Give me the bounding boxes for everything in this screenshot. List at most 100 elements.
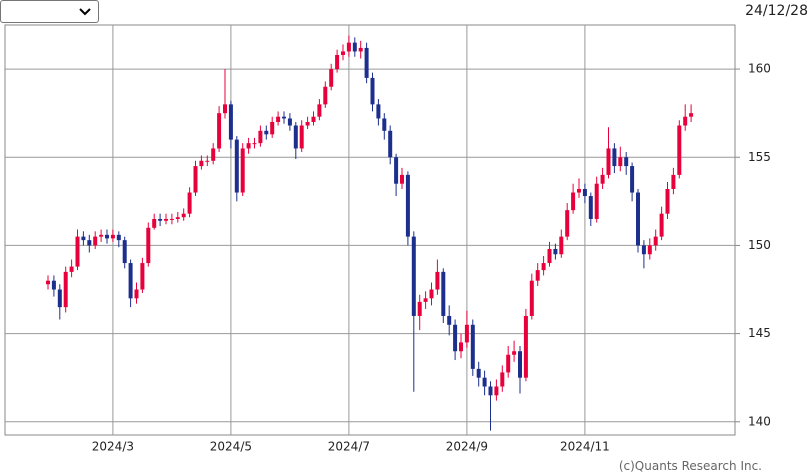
candle-body — [134, 289, 139, 299]
candle-body — [341, 51, 345, 55]
candle-body — [423, 298, 428, 302]
x-tick-label: 2024/5 — [210, 440, 252, 454]
candle-body — [470, 324, 475, 369]
candle-body — [647, 245, 652, 255]
candle-body — [335, 54, 340, 70]
candle-body — [594, 183, 599, 219]
candle-body — [588, 196, 593, 219]
candle-body — [411, 236, 416, 316]
candle-body — [494, 386, 499, 396]
y-tick-label: 160 — [748, 62, 771, 76]
candle-body — [435, 271, 440, 290]
candle-body — [175, 217, 180, 219]
candle-body — [199, 160, 204, 167]
candle-body — [364, 47, 369, 78]
candle-body — [689, 113, 694, 117]
candle-body — [518, 351, 522, 378]
candle-body — [429, 289, 434, 299]
candle-body — [541, 263, 546, 271]
candle-body — [329, 69, 334, 87]
candle-body — [270, 121, 275, 135]
candle-body — [612, 148, 617, 167]
candle-body — [293, 125, 298, 149]
candle-body — [659, 213, 664, 237]
candle-body — [382, 118, 387, 131]
candle-body — [63, 271, 68, 308]
candle-body — [464, 324, 469, 343]
candle-body — [264, 130, 269, 135]
candle-body — [164, 218, 168, 221]
candle-body — [81, 236, 86, 241]
candle-body — [187, 192, 192, 214]
candle-body — [228, 104, 233, 140]
candle-body — [683, 116, 688, 126]
candle-body — [671, 174, 676, 189]
candle-body — [140, 263, 145, 290]
candle-body — [193, 166, 198, 193]
candle-body — [346, 42, 351, 52]
candle-body — [152, 218, 157, 228]
candle-body — [618, 157, 623, 167]
dropdown-arrow — [79, 8, 91, 16]
candle-body — [352, 42, 357, 52]
candle-body — [240, 148, 245, 193]
candle-body — [641, 245, 646, 255]
candle-body — [506, 354, 511, 373]
candle-body — [565, 210, 570, 237]
candle-body — [400, 174, 404, 184]
candle-body — [553, 248, 558, 255]
date-label: 24/12/28 — [745, 3, 808, 19]
candle-body — [358, 47, 363, 52]
candle-body — [122, 240, 127, 264]
candle-body — [93, 236, 98, 246]
candle-body — [205, 160, 210, 162]
candle-body — [665, 189, 670, 214]
y-tick-label: 140 — [748, 414, 771, 428]
candle-body — [547, 248, 552, 264]
x-tick-label: 2024/3 — [92, 440, 134, 454]
candle-body — [441, 271, 446, 316]
candle-body — [305, 121, 310, 126]
candle-body — [75, 236, 80, 267]
candle-body — [459, 342, 463, 352]
y-tick-label: 145 — [748, 326, 771, 340]
candle-body — [376, 104, 381, 119]
y-tick-label: 150 — [748, 238, 771, 252]
candle-body — [529, 280, 534, 316]
candle-body — [116, 234, 121, 241]
x-tick-label: 2024/11 — [560, 440, 610, 454]
candle-body — [630, 166, 635, 193]
candle-body — [582, 189, 587, 197]
candle-body — [370, 77, 375, 105]
candle-body — [252, 143, 257, 145]
candle-body — [453, 324, 458, 352]
candle-body — [512, 351, 517, 355]
candle-body — [258, 130, 263, 144]
candle-body — [51, 280, 56, 290]
candle-body — [181, 213, 186, 218]
candle-body — [677, 125, 682, 175]
candle-body — [223, 104, 227, 114]
candle-body — [158, 218, 163, 221]
candle-body — [577, 189, 581, 193]
candle-body — [46, 280, 50, 285]
candle-body — [571, 192, 576, 211]
candle-body — [476, 368, 481, 378]
dropdown[interactable] — [0, 0, 99, 23]
candle-body — [405, 174, 410, 237]
candle-body — [146, 227, 151, 264]
candle-body — [500, 372, 505, 387]
candle-body — [653, 236, 658, 246]
candle-body — [488, 386, 493, 396]
candle-body — [482, 377, 487, 387]
candle-body — [105, 234, 109, 239]
candle-body — [636, 192, 640, 246]
candle-body — [447, 315, 452, 325]
candle-body — [128, 263, 133, 299]
candle-body — [282, 116, 286, 119]
candle-body — [606, 148, 611, 175]
candle-body — [110, 234, 115, 239]
candle-body — [624, 157, 629, 167]
candle-body — [287, 118, 292, 126]
